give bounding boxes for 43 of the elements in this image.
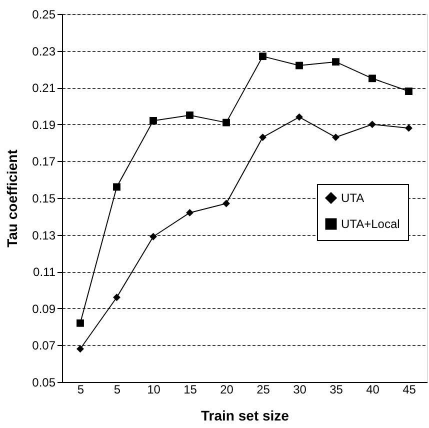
x-tick-label: 25 xyxy=(256,382,270,396)
y-tick-label: 0.07 xyxy=(32,338,56,353)
point xyxy=(405,124,412,132)
x-tick-label: 45 xyxy=(402,382,416,396)
y-tick-label: 0.05 xyxy=(32,376,56,390)
point xyxy=(150,117,157,124)
x-tick-label: 35 xyxy=(330,382,344,396)
point xyxy=(186,111,194,119)
x-tick-label: 15 xyxy=(184,382,198,396)
point xyxy=(222,118,230,126)
y-tick-label: 0.17 xyxy=(32,154,56,169)
y-tick-label: 0.11 xyxy=(33,265,56,280)
point xyxy=(259,52,266,60)
point xyxy=(76,345,84,353)
point xyxy=(113,294,120,302)
point xyxy=(186,209,194,216)
legend-label: UTA xyxy=(341,191,364,205)
point xyxy=(405,88,412,95)
point xyxy=(259,134,266,141)
point xyxy=(113,183,120,191)
point xyxy=(332,134,340,141)
x-tick-label: 5 xyxy=(77,382,84,396)
y-tick-label: 0.25 xyxy=(32,8,56,22)
x-tick-label: 10 xyxy=(147,382,161,396)
x-tick-label: 20 xyxy=(220,382,234,396)
point xyxy=(332,58,340,66)
y-tick-label: 0.19 xyxy=(32,118,56,132)
y-tick-label: 0.23 xyxy=(32,44,56,58)
y-tick-label: 0.15 xyxy=(32,192,56,206)
point xyxy=(368,74,376,82)
point xyxy=(150,232,157,240)
point xyxy=(368,120,376,128)
x-axis-title: Train set size xyxy=(201,408,290,424)
y-tick-label: 0.21 xyxy=(32,81,56,96)
x-tick-label: 40 xyxy=(366,382,380,396)
x-tick-label: 30 xyxy=(293,382,307,396)
point xyxy=(296,62,303,70)
y-tick-label: 0.09 xyxy=(32,302,56,316)
y-axis-title: Tau coefficient xyxy=(4,149,20,248)
point xyxy=(76,319,84,327)
y-tick-label: 0.13 xyxy=(32,228,56,242)
x-tick-label: 5 xyxy=(114,382,121,396)
legend-label: UTA+Local xyxy=(341,217,400,231)
